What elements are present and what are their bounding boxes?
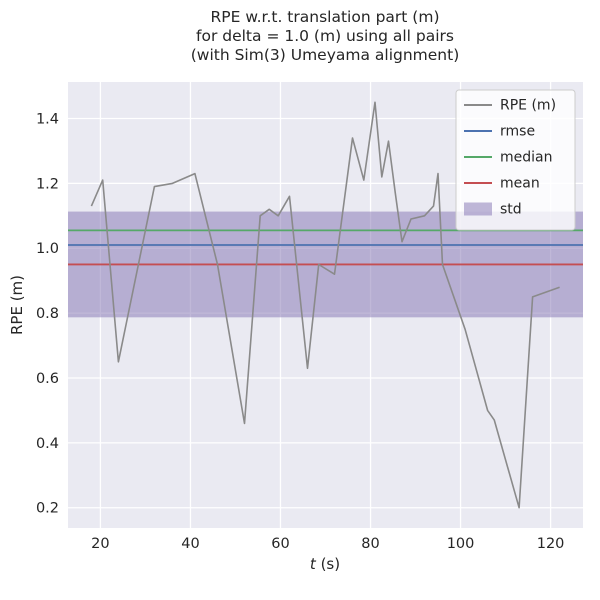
chart-title-line-3: (with Sim(3) Umeyama alignment): [191, 46, 460, 64]
legend-label-median: median: [500, 150, 552, 166]
legend-label-std: std: [500, 202, 522, 218]
rpe-m-series-line: [90, 101, 560, 509]
x-tick-label-120: 120: [537, 536, 565, 552]
legend-label-mean: mean: [500, 176, 540, 192]
x-tick-label-40: 40: [181, 536, 199, 552]
x-tick-label-80: 80: [361, 536, 379, 552]
legend: RPE (m) rmse median mean std: [455, 89, 576, 231]
x-tick-label-60: 60: [271, 536, 289, 552]
chart-title-line-2: for delta = 1.0 (m) using all pairs: [196, 27, 454, 45]
y-tick-label-0.6: 0.6: [36, 371, 59, 387]
y-tick-label-1: 1.0: [36, 241, 59, 257]
legend-sample-std: [464, 202, 492, 216]
y-tick-label-1.2: 1.2: [36, 176, 59, 192]
x-tick-label-100: 100: [447, 536, 475, 552]
y-tick-label-1.4: 1.4: [36, 111, 59, 127]
x-axis-label: t (s): [310, 555, 340, 573]
legend-box: [455, 89, 576, 231]
y-tick-label-0.2: 0.2: [36, 501, 59, 517]
x-tick-label-20: 20: [91, 536, 109, 552]
tick-labels: 20 40 60 80 100 120 0.2 0.4 0.6 0.8 1.0 1.2 1.4: [36, 111, 564, 552]
y-tick-label-0.8: 0.8: [36, 306, 59, 322]
chart-title-line-1: RPE w.r.t. translation part (m): [210, 8, 439, 26]
y-axis-label: RPE (m): [8, 275, 26, 335]
legend-label-rmse: rmse: [500, 124, 535, 140]
legend-label-rpe-m: RPE (m): [500, 98, 556, 114]
y-tick-label-0.4: 0.4: [36, 436, 59, 452]
